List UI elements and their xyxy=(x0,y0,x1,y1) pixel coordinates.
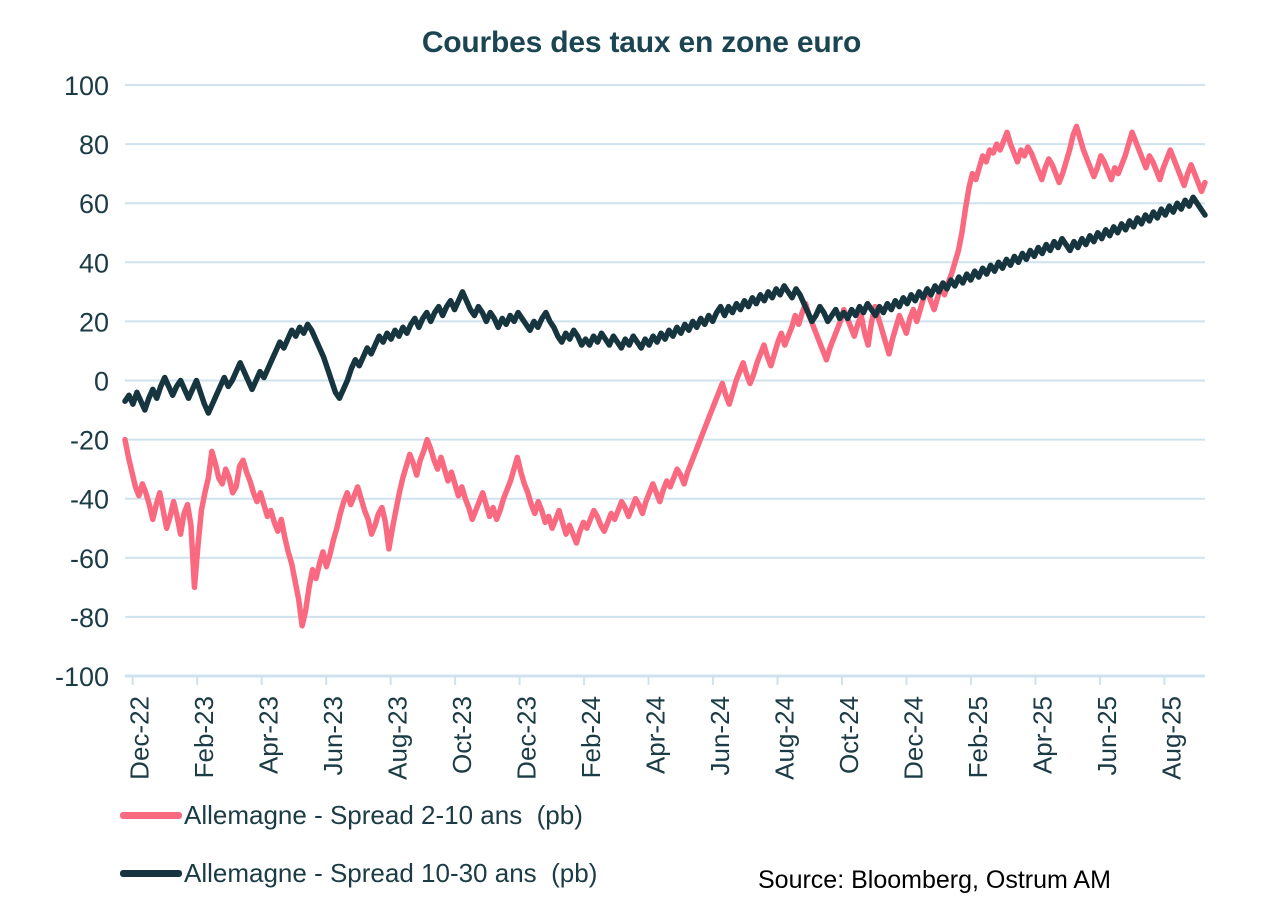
x-axis-tick-label: Feb-24 xyxy=(576,696,606,778)
x-axis-tick-label: Aug-24 xyxy=(769,696,799,780)
x-axis-tick-label: Apr-23 xyxy=(254,696,284,774)
series-line-1 xyxy=(122,123,1208,629)
legend-color-swatch-pink xyxy=(120,812,182,819)
y-axis-tick-label: 0 xyxy=(94,367,109,397)
x-axis-tick-label: Dec-24 xyxy=(898,696,928,780)
x-axis-tick-label: Apr-24 xyxy=(640,696,670,774)
y-axis-tick-label: -40 xyxy=(70,485,109,515)
y-axis-tick-label: 40 xyxy=(79,248,109,278)
y-axis-tick-label: 60 xyxy=(79,189,109,219)
x-axis-tick-label: Oct-24 xyxy=(834,696,864,774)
x-axis-tick-label: Dec-23 xyxy=(511,696,541,780)
legend-color-swatch-teal xyxy=(120,870,182,877)
legend-label-spread-10-30: Allemagne - Spread 10-30 ans (pb) xyxy=(184,858,598,888)
y-axis-tick-label: 80 xyxy=(79,130,109,160)
y-axis-tick-label: 100 xyxy=(64,71,109,101)
x-axis-tick-label: Feb-25 xyxy=(963,696,993,778)
y-axis-tick-label: -100 xyxy=(55,662,109,692)
x-axis-tick-label: Jun-24 xyxy=(705,696,735,776)
legend-item-spread-10-30[interactable]: Allemagne - Spread 10-30 ans (pb) xyxy=(120,858,597,889)
legend-label-spread-2-10: Allemagne - Spread 2-10 ans (pb) xyxy=(184,800,583,830)
y-axis-tick-label: -20 xyxy=(70,426,109,456)
x-axis-tick-label: Aug-23 xyxy=(383,696,413,780)
x-axis-tick-label: Aug-25 xyxy=(1156,696,1186,780)
chart-plot-area: 100 80 60 40 20 0 -20 -40 -60 -80 -100 Dec-22 Feb-23… xyxy=(55,71,1208,780)
chart-title: Courbes des taux en zone euro xyxy=(421,26,862,59)
x-axis-tick-label: Dec-22 xyxy=(125,696,155,780)
x-axis-tick-label: Jun-23 xyxy=(318,696,348,776)
x-axis-tick-label: Jun-25 xyxy=(1092,696,1122,776)
y-axis-tick-label: 20 xyxy=(79,307,109,337)
x-axis-tick-label: Feb-23 xyxy=(189,696,219,778)
y-axis-tick-label: -80 xyxy=(70,603,109,633)
x-axis-tick-label: Oct-23 xyxy=(447,696,477,774)
series-line-2 xyxy=(122,194,1208,416)
y-axis-tick-label: -60 xyxy=(70,544,109,574)
legend-item-spread-2-10[interactable]: Allemagne - Spread 2-10 ans (pb) xyxy=(120,800,583,831)
source-note: Source: Bloomberg, Ostrum AM xyxy=(758,866,1111,894)
x-axis-tick-label: Apr-25 xyxy=(1027,696,1057,774)
